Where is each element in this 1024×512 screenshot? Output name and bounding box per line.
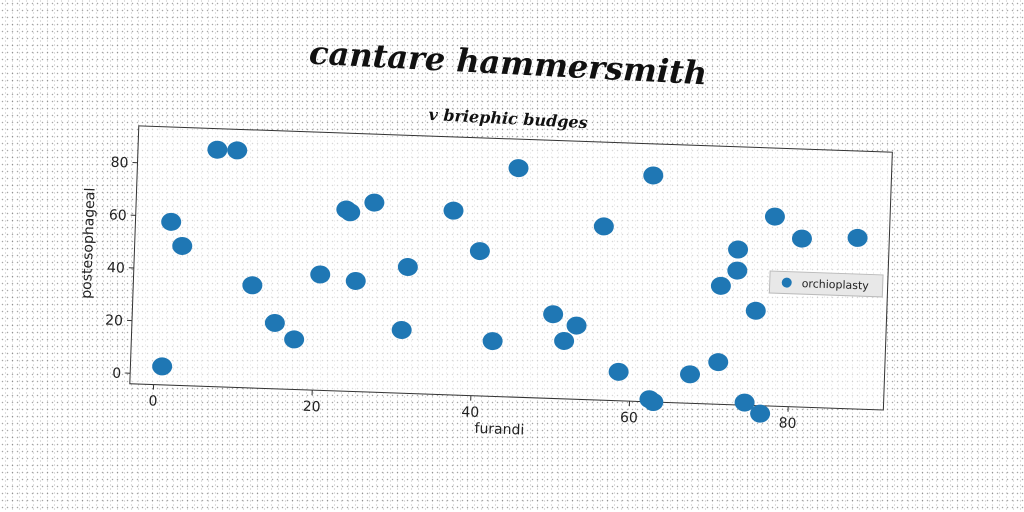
y-axis: 0 20 40 60 80	[105, 155, 138, 382]
x-tick-label: 60	[620, 410, 638, 427]
legend: orchioplasty	[768, 270, 884, 298]
legend-box	[768, 270, 884, 298]
data-point	[482, 332, 503, 351]
x-tick-label: 40	[461, 404, 479, 421]
figure-title: cantare hammersmith	[308, 34, 708, 93]
data-point	[443, 201, 464, 220]
data-point	[727, 261, 748, 280]
data-point	[508, 159, 529, 178]
data-point	[593, 217, 614, 236]
data-point	[543, 305, 564, 324]
data-point	[750, 404, 771, 423]
data-point	[264, 313, 285, 332]
x-axis-label: furandi	[474, 421, 524, 439]
y-tick-label: 20	[105, 313, 123, 330]
data-point	[764, 207, 785, 226]
data-point	[364, 193, 385, 212]
data-point	[242, 276, 263, 295]
data-point	[847, 228, 868, 247]
data-point	[172, 236, 193, 255]
data-point	[284, 330, 305, 349]
data-point	[608, 362, 629, 381]
legend-label: orchioplasty	[801, 277, 869, 292]
x-tick-label: 80	[778, 415, 796, 432]
data-point	[643, 166, 664, 185]
y-tick-label: 80	[110, 155, 128, 172]
data-point	[227, 141, 248, 160]
data-point	[791, 229, 812, 248]
data-point	[310, 265, 331, 284]
y-tick-label: 60	[109, 207, 127, 224]
x-tick-label: 0	[148, 393, 157, 409]
plot-area: 0 20 40 60 80 0 20 40 60 80 furandi postesophage…	[79, 125, 893, 439]
data-point	[643, 393, 664, 412]
data-point	[566, 316, 587, 335]
data-point	[680, 365, 701, 384]
y-tick-label: 0	[112, 366, 121, 382]
legend-marker	[781, 277, 792, 288]
data-point	[745, 301, 766, 320]
data-point	[469, 242, 490, 261]
data-point	[728, 240, 749, 259]
y-axis-label: postesophageal	[79, 187, 99, 299]
data-point	[391, 321, 412, 340]
data-point	[397, 257, 418, 276]
x-tick-label: 20	[302, 399, 320, 416]
plot-frame	[129, 125, 893, 411]
data-point	[161, 212, 182, 231]
data-points	[152, 140, 868, 423]
data-point	[152, 357, 173, 376]
data-point	[710, 276, 731, 295]
data-point	[345, 271, 366, 290]
data-point	[734, 393, 755, 412]
x-axis: 0 20 40 60 80	[148, 384, 797, 432]
chart-subtitle: v briephic budges	[428, 105, 588, 132]
data-point	[340, 203, 361, 222]
data-point	[708, 353, 729, 372]
y-tick-label: 40	[107, 260, 125, 277]
data-point	[207, 140, 228, 159]
data-point	[554, 331, 575, 350]
